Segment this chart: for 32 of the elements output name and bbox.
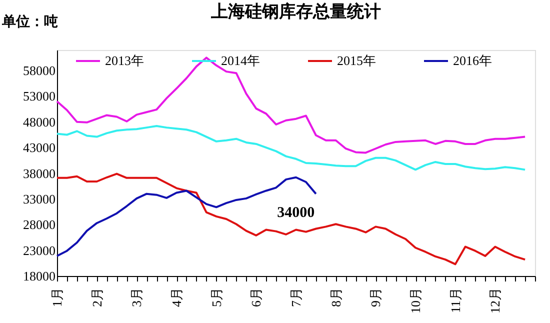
y-tick-label: 18000 [23,268,56,284]
y-tick-label: 58000 [23,63,56,78]
x-tick-label: 12月 [488,288,503,314]
chart-title: 上海硅钢库存总量统计 [210,2,381,21]
y-tick-label: 28000 [23,217,56,232]
x-tick-label: 3月 [129,288,144,307]
x-tick-label: 5月 [208,288,224,307]
x-tick-label: 9月 [368,288,384,307]
x-tick-label: 4月 [169,288,184,307]
y-tick-label: 48000 [23,114,56,130]
x-tick-label: 8月 [328,288,344,307]
legend-label: 2015年 [337,53,376,68]
y-tick-label: 23000 [23,242,56,258]
y-axis-title: 单位：吨 [1,14,58,30]
legend-label: 2013年 [105,53,144,68]
y-tick-label: 33000 [23,191,56,206]
x-tick-label: 7月 [288,288,304,307]
line-series [56,176,317,257]
legend-label: 2016年 [453,53,492,68]
x-tick-label: 10月 [408,288,423,314]
x-tick-label: 11月 [448,288,463,314]
annotation: 34000 [277,204,315,221]
y-tick-label: 38000 [23,166,56,181]
legend-label: 2014年 [221,53,260,68]
line-series [56,172,526,266]
y-tick-label: 43000 [23,140,56,156]
x-tick-label: 6月 [248,288,264,307]
y-tick-label: 53000 [23,88,56,104]
x-tick-label: 2月 [89,288,104,307]
line-series [56,125,526,171]
x-tick-label: 1月 [50,288,64,307]
line-series [56,56,526,154]
